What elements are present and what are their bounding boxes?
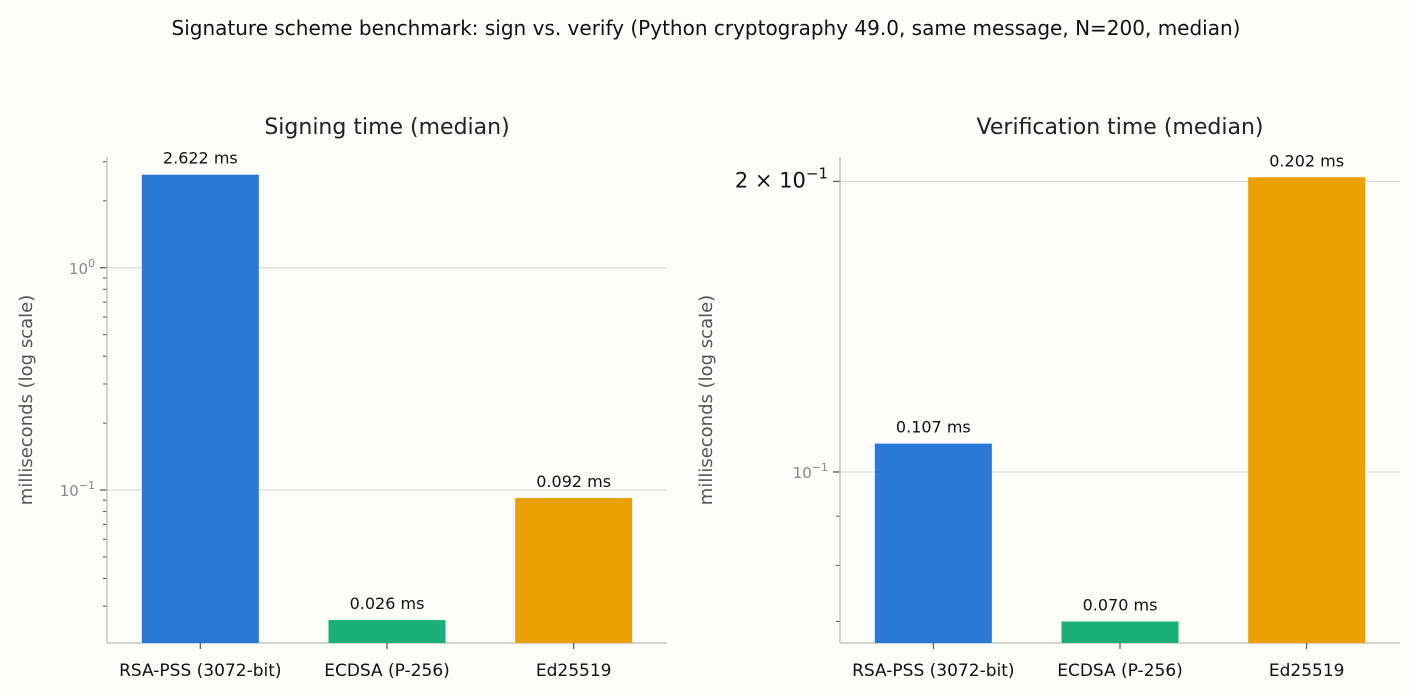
bar-ecdsa-p-256 bbox=[1061, 621, 1179, 643]
y-axis-label: milliseconds (log scale) bbox=[696, 295, 717, 505]
x-tick-label: Ed25519 bbox=[1269, 661, 1345, 681]
x-tick-label: Ed25519 bbox=[536, 661, 612, 681]
x-tick-label: ECDSA (P-256) bbox=[324, 661, 450, 681]
bar-data-label: 0.070 ms bbox=[1083, 595, 1158, 614]
bar-data-label: 2.622 ms bbox=[163, 149, 238, 168]
y-tick-label: 10−1 bbox=[60, 479, 95, 500]
panel-title: Signing time (median) bbox=[264, 115, 509, 140]
bar-rsa-pss-3072-bit bbox=[141, 174, 259, 643]
bar-data-label: 0.026 ms bbox=[350, 594, 425, 613]
bar-data-label: 0.107 ms bbox=[896, 418, 971, 437]
figure-suptitle: Signature scheme benchmark: sign vs. ver… bbox=[172, 16, 1241, 40]
y-axis-label: milliseconds (log scale) bbox=[16, 295, 37, 505]
bar-ecdsa-p-256 bbox=[328, 620, 446, 643]
bar-rsa-pss-3072-bit bbox=[874, 443, 992, 643]
panel-title: Verification time (median) bbox=[977, 115, 1264, 140]
bar-data-label: 0.202 ms bbox=[1269, 151, 1344, 170]
verification-time-panel: Verification time (median) milliseconds (… bbox=[696, 115, 1400, 681]
bar-data-label: 0.092 ms bbox=[536, 472, 611, 491]
y-tick-label: 100 bbox=[69, 257, 95, 278]
y-tick-label: 2 × 10−1 bbox=[735, 164, 828, 192]
x-tick-label: ECDSA (P-256) bbox=[1057, 661, 1183, 681]
signing-time-panel: Signing time (median) milliseconds (log s… bbox=[16, 115, 667, 681]
y-tick-label: 10−1 bbox=[793, 461, 828, 482]
x-tick-label: RSA-PSS (3072-bit) bbox=[119, 661, 281, 681]
x-tick-label: RSA-PSS (3072-bit) bbox=[852, 661, 1014, 681]
bar-ed25519 bbox=[515, 498, 633, 643]
bar-ed25519 bbox=[1248, 177, 1366, 643]
